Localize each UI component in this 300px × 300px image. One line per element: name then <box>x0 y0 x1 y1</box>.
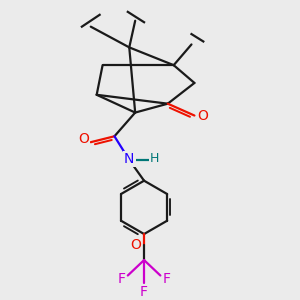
Text: F: F <box>163 272 171 286</box>
Text: F: F <box>117 272 125 286</box>
Text: O: O <box>78 132 89 146</box>
Text: N: N <box>124 152 134 166</box>
Text: O: O <box>197 109 208 122</box>
Text: F: F <box>140 285 148 299</box>
Text: H: H <box>150 152 159 165</box>
Text: O: O <box>130 238 141 252</box>
